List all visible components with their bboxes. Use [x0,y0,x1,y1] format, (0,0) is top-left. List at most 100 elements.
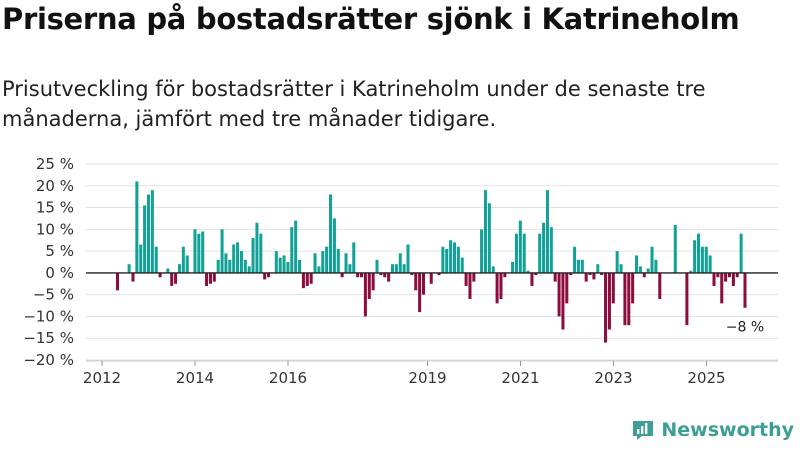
bar-negative [569,272,573,276]
chart-subtitle: Prisutveckling för bostadsrätter i Katri… [2,77,706,131]
y-tick-label: 15 % [36,199,74,217]
bar-negative [499,272,503,300]
x-tick-label: 2016 [269,369,307,387]
bar-negative [371,272,375,291]
y-axis-labels: −20 % −15 % −10 % −5 % 0 % 5 % 10 % 15 % 20 % 25 … [23,155,74,369]
bar-positive [232,244,236,273]
bar-positive [197,233,201,273]
bar-positive [398,253,402,273]
bar-negative [301,272,305,289]
bar-positive [542,222,546,273]
bar-positive [391,264,395,273]
bar-negative [604,272,608,343]
bar-positive [491,266,495,273]
bar-positive [708,255,712,273]
bar-negative [553,272,557,282]
bar-positive [348,264,352,273]
bar-negative [170,272,174,286]
y-tick-label: 0 % [45,264,74,282]
x-tick-label: 2023 [594,369,632,387]
bar-positive [278,257,282,273]
bar-positive [480,229,484,273]
y-tick-label: −10 % [23,307,74,325]
bar-positive [255,222,259,273]
bar-negative [623,272,627,326]
bar-positive [549,227,553,273]
bar-positive [526,270,530,273]
bar-positive [216,259,220,273]
bar-negative [561,272,565,330]
bar-negative [464,272,468,286]
x-axis: 2012 2014 2016 2019 2021 2023 2025 [83,360,778,387]
bar-negative [743,272,747,308]
bar-positive [193,229,197,273]
bar-positive [673,224,677,273]
brand-name: Newsworthy [661,419,794,441]
bar-negative [387,272,391,282]
bar-positive [573,246,577,273]
bar-negative [720,272,724,304]
bar-positive [615,251,619,273]
bar-positive [441,246,445,273]
x-tick-label: 2019 [408,369,446,387]
bar-negative [115,272,119,291]
bar-negative [658,272,662,300]
bar-positive [290,227,294,273]
bar-negative [468,272,472,300]
y-tick-label: 5 % [45,242,74,260]
bar-negative [530,272,534,286]
x-tick-label: 2014 [176,369,214,387]
bar-positive [576,259,580,273]
bar-positive [596,264,600,273]
bar-negative [309,272,313,284]
bar-positive [697,233,701,273]
x-tick-label: 2021 [501,369,539,387]
brand-logo: Newsworthy [631,418,794,442]
bar-negative [305,272,309,286]
bar-positive [483,190,487,273]
bar-negative [356,272,360,278]
chart-title: Priserna på bostadsrätter sjönk i Katrin… [2,2,740,36]
bar-positive [538,233,542,273]
bar-positive [325,246,329,273]
bar-positive [375,259,379,273]
bar-negative [363,272,367,317]
bar-positive [580,259,584,273]
bar-positive [298,259,302,273]
bar-positive [700,246,704,273]
bar-positive [166,268,170,273]
bar-positive [228,259,232,273]
bar-positive [518,220,522,273]
newsworthy-logo-icon [633,421,654,440]
bar-positive [181,246,185,273]
bar-positive [336,248,340,273]
bar-positive [402,264,406,273]
bar-positive [201,231,205,273]
bar-positive [511,262,515,273]
bar-positive [177,264,181,273]
bar-positive [150,190,154,273]
bar-positive [236,242,240,273]
y-tick-label: 10 % [36,220,74,238]
bar-positive [654,259,658,273]
bar-negative [565,272,569,304]
bar-positive [259,233,263,273]
bar-positive [452,242,456,273]
bar-positive [251,238,255,273]
bar-positive [146,194,150,273]
bar-negative [263,272,267,280]
bar-negative [418,272,422,313]
bar-positive [344,253,348,273]
bar-positive [154,246,158,273]
bar-negative [212,272,216,282]
y-tick-label: −20 % [23,351,74,369]
bar-positive [352,242,356,273]
bar-positive [127,264,131,273]
bar-negative [611,272,615,304]
bar-positive [460,257,464,273]
y-tick-label: 25 % [36,155,74,173]
bar-positive [619,264,623,273]
bar-positive [394,264,398,273]
bar-positive [739,233,743,273]
last-value-label: −8 % [726,320,764,336]
